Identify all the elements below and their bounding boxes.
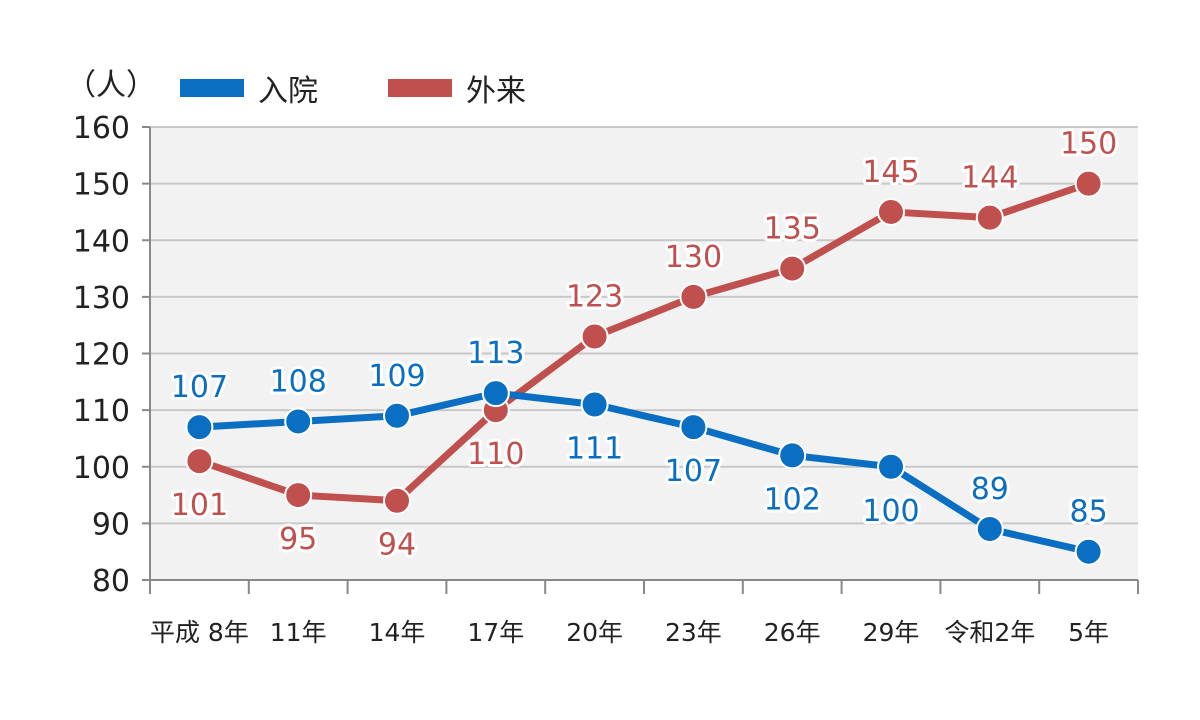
data-label: 85 <box>1070 495 1108 530</box>
data-point <box>877 452 905 481</box>
x-tick-label: 令和2年 <box>944 618 1035 647</box>
series-line-0 <box>195 389 1093 556</box>
legend-label-outpatient: 外来 <box>466 74 526 109</box>
legend-item-inpatient: 入院 <box>180 66 318 110</box>
data-label: 113 <box>467 336 524 371</box>
data-label: 135 <box>764 212 821 247</box>
x-tick-label: 29年 <box>863 618 920 647</box>
data-label: 130 <box>665 240 722 275</box>
data-point <box>383 401 411 430</box>
data-label: 144 <box>961 161 1018 196</box>
data-point <box>975 515 1004 544</box>
data-label: 110 <box>467 437 524 472</box>
data-point <box>778 254 807 283</box>
data-point <box>778 441 807 470</box>
data-point <box>185 413 214 442</box>
data-label: 107 <box>171 370 228 405</box>
x-tick-label: 11年 <box>270 618 327 647</box>
data-label: 100 <box>862 494 919 529</box>
y-tick-label: 80 <box>92 564 130 599</box>
data-point <box>877 197 905 226</box>
data-point <box>284 407 313 436</box>
data-label: 89 <box>971 472 1009 507</box>
data-label: 111 <box>566 431 623 466</box>
x-tick-label: 5年 <box>1068 618 1109 647</box>
series-line-1 <box>195 180 1093 505</box>
legend-item-outpatient: 外来 <box>388 66 526 110</box>
legend: 入院 外来 <box>0 58 1200 110</box>
y-tick-label: 120 <box>73 338 130 373</box>
y-tick-label: 100 <box>73 451 130 486</box>
data-point <box>481 379 510 408</box>
y-tick-label: 140 <box>73 224 130 259</box>
data-point <box>580 322 609 351</box>
y-tick-label: 90 <box>92 507 130 542</box>
data-label: 107 <box>665 454 722 489</box>
x-tick-label: 26年 <box>764 618 821 647</box>
y-tick-label: 150 <box>73 168 130 203</box>
legend-label-inpatient: 入院 <box>258 74 318 109</box>
y-axis-unit-label: （人） <box>66 68 156 103</box>
data-point <box>1074 537 1103 566</box>
data-label: 109 <box>368 359 425 394</box>
x-tick-label: 23年 <box>665 618 722 647</box>
x-tick-label: 20年 <box>566 618 623 647</box>
x-tick-label: 17年 <box>467 618 524 647</box>
data-label: 101 <box>171 488 228 523</box>
data-label: 145 <box>862 155 919 190</box>
x-tick-label: 14年 <box>369 618 426 647</box>
legend-swatch-inpatient <box>180 79 244 97</box>
legend-swatch-outpatient <box>388 79 452 97</box>
data-label: 123 <box>566 280 623 315</box>
data-label: 95 <box>279 522 317 557</box>
data-point <box>1074 169 1103 198</box>
y-tick-label: 130 <box>73 281 130 316</box>
data-point <box>679 282 708 311</box>
data-point <box>383 486 411 515</box>
data-point <box>284 481 313 510</box>
data-point <box>975 203 1004 232</box>
data-point <box>679 413 708 442</box>
y-tick-label: 110 <box>73 394 130 429</box>
data-label: 94 <box>378 528 416 563</box>
data-label: 102 <box>764 482 821 517</box>
data-label: 108 <box>270 364 327 399</box>
data-point <box>185 447 214 476</box>
y-tick-label: 160 <box>73 111 130 146</box>
data-point <box>580 390 609 419</box>
x-tick-label: 平成 8年 <box>150 618 249 647</box>
data-label: 150 <box>1060 127 1117 162</box>
